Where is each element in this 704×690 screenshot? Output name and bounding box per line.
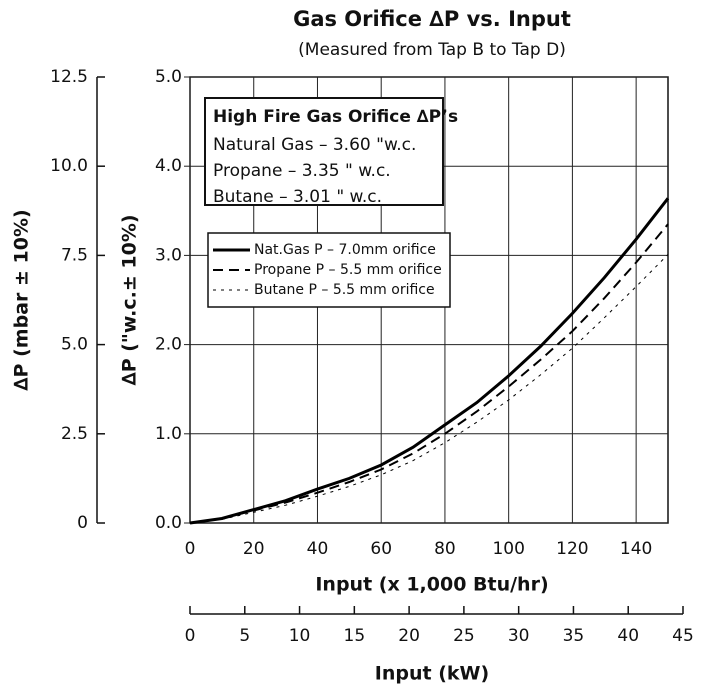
y-axis-label: ∆P ("w.c.± 10%) <box>119 214 141 385</box>
legend-label: Nat.Gas P – 7.0mm orifice <box>254 242 436 258</box>
x-tick-label: 80 <box>434 539 456 559</box>
info-line: Butane – 3.01 " w.c. <box>213 187 382 207</box>
x-tick-label: 40 <box>307 539 329 559</box>
x2-tick-label: 30 <box>508 626 530 646</box>
info-title: High Fire Gas Orifice ∆P’s <box>213 107 458 127</box>
y-tick-label: 4.0 <box>155 156 182 176</box>
x2-tick-label: 40 <box>617 626 639 646</box>
y-tick-label: 3.0 <box>155 245 182 265</box>
y2-tick-label: 10.0 <box>50 156 88 176</box>
y2-tick-label: 2.5 <box>61 424 88 444</box>
x2-tick-label: 0 <box>185 626 196 646</box>
y2-axis-label: ∆P (mbar ± 10%) <box>11 209 33 390</box>
series-line <box>189 254 669 524</box>
x2-tick-label: 15 <box>344 626 366 646</box>
y2-tick-label: 0 <box>77 513 88 533</box>
y2-tick-label: 5.0 <box>61 335 88 355</box>
y-tick-label: 2.0 <box>155 335 182 355</box>
x2-tick-label: 35 <box>563 626 585 646</box>
series-line <box>189 223 669 524</box>
info-box <box>204 97 444 206</box>
y-tick-label: 0.0 <box>155 513 182 533</box>
y2-tick-label: 12.5 <box>50 67 88 87</box>
y-tick-label: 1.0 <box>155 424 182 444</box>
x-tick-label: 60 <box>370 539 392 559</box>
x2-tick-label: 10 <box>289 626 311 646</box>
x2-axis-label: Input (kW) <box>375 663 489 685</box>
chart-subtitle: (Measured from Tap B to Tap D) <box>298 40 566 60</box>
x-tick-label: 20 <box>243 539 265 559</box>
legend-label: Butane P – 5.5 mm orifice <box>254 282 435 298</box>
x-tick-label: 140 <box>620 539 652 559</box>
chart-title: Gas Orifice ∆P vs. Input <box>293 7 571 31</box>
x2-tick-label: 25 <box>453 626 475 646</box>
info-line: Natural Gas – 3.60 "w.c. <box>213 135 416 155</box>
x-tick-label: 0 <box>185 539 196 559</box>
y-tick-label: 5.0 <box>155 67 182 87</box>
x-tick-label: 100 <box>492 539 524 559</box>
info-line: Propane – 3.35 " w.c. <box>213 161 391 181</box>
legend-label: Propane P – 5.5 mm orifice <box>254 262 442 278</box>
x-axis-label: Input (x 1,000 Btu/hr) <box>315 574 548 596</box>
x2-tick-label: 45 <box>672 626 694 646</box>
x2-tick-label: 20 <box>398 626 420 646</box>
x2-tick-label: 5 <box>239 626 250 646</box>
x-tick-label: 120 <box>556 539 588 559</box>
series-line <box>189 197 670 525</box>
y2-tick-label: 7.5 <box>61 245 88 265</box>
